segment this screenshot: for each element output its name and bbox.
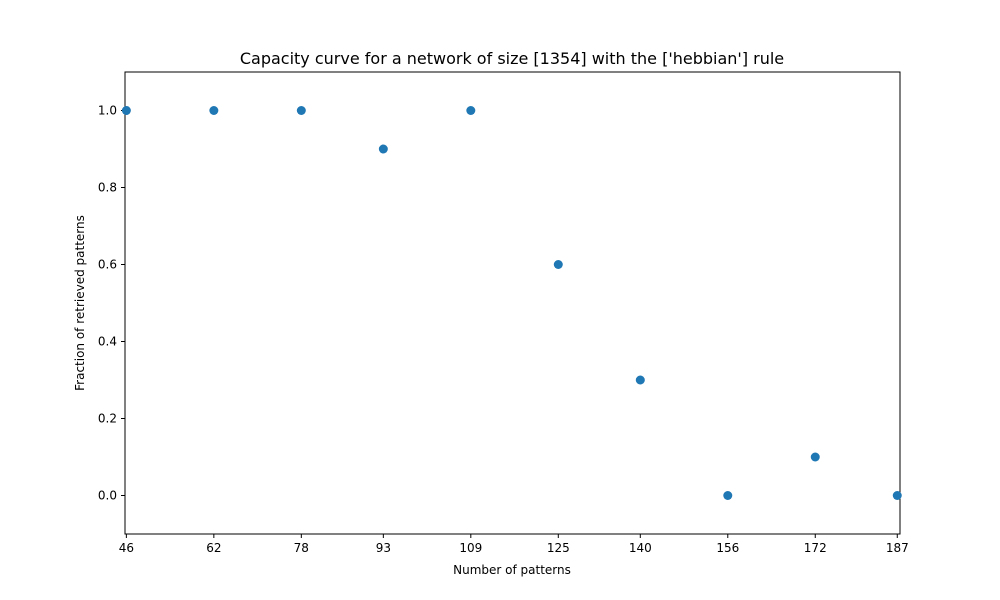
x-tick-label: 93 — [376, 541, 391, 555]
x-tick-label: 125 — [547, 541, 570, 555]
x-tick-label: 62 — [206, 541, 221, 555]
x-tick-label: 109 — [459, 541, 482, 555]
data-point — [892, 491, 902, 500]
plot-frame — [124, 71, 901, 535]
data-point — [553, 260, 563, 269]
x-tick-label: 172 — [804, 541, 827, 555]
y-tick-label: 1.0 — [98, 104, 117, 118]
y-axis-label: Fraction of retrieved patterns — [73, 215, 87, 391]
x-tick-label: 140 — [629, 541, 652, 555]
x-tick-label: 46 — [119, 541, 134, 555]
data-point — [209, 106, 219, 115]
x-tick-label: 78 — [294, 541, 309, 555]
y-tick-label: 0.0 — [98, 489, 117, 503]
y-tick-label: 0.4 — [98, 335, 117, 349]
x-tick-label: 156 — [716, 541, 739, 555]
x-tick-label: 187 — [886, 541, 909, 555]
x-axis-label: Number of patterns — [453, 563, 571, 577]
y-axis-ticks: 0.0 0.2 0.4 0.6 0.8 1.0 — [98, 104, 125, 503]
data-point — [466, 106, 476, 115]
chart-title: Capacity curve for a network of size [13… — [240, 49, 784, 68]
y-tick-label: 0.2 — [98, 412, 117, 426]
data-point — [378, 144, 388, 154]
data-point — [121, 106, 131, 115]
data-point — [635, 375, 645, 385]
data-point — [296, 106, 306, 115]
data-point — [723, 491, 733, 500]
x-axis-ticks: 46 62 78 93 109 125 140 156 172 187 — [119, 534, 909, 555]
data-point — [810, 452, 820, 462]
data-points — [121, 106, 902, 500]
y-tick-label: 0.8 — [98, 181, 117, 195]
y-tick-label: 0.6 — [98, 258, 117, 272]
